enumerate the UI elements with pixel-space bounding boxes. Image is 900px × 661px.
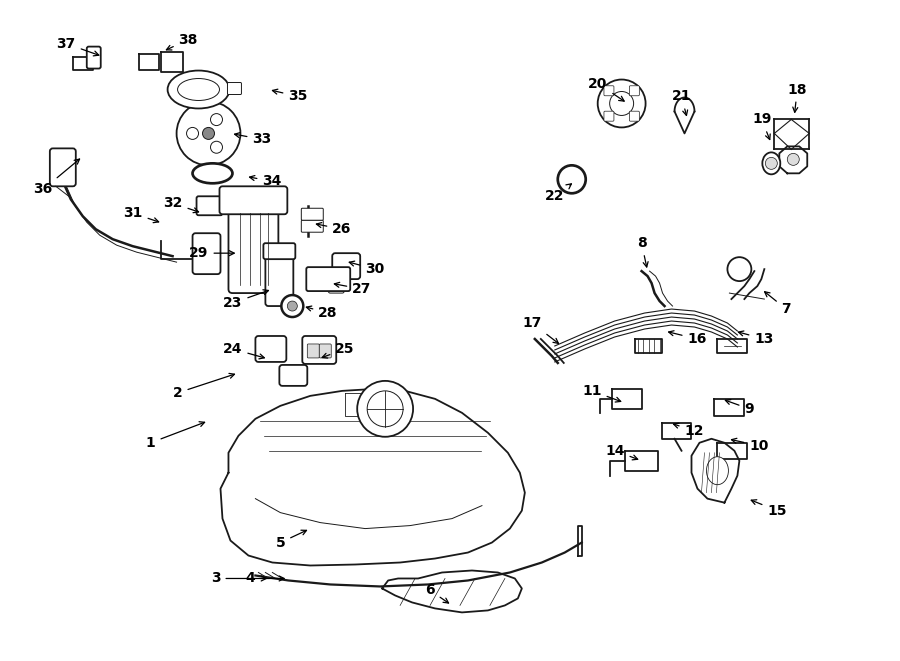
Text: 24: 24 [223,342,265,359]
FancyBboxPatch shape [604,111,614,121]
Text: 28: 28 [306,306,338,320]
FancyBboxPatch shape [307,344,320,358]
Text: 21: 21 [671,89,691,116]
Text: 33: 33 [235,132,272,146]
Text: 19: 19 [752,112,771,139]
Text: 12: 12 [673,423,704,438]
Circle shape [598,79,645,128]
Ellipse shape [706,457,728,485]
Text: 18: 18 [788,83,807,112]
Ellipse shape [193,163,232,183]
Text: 23: 23 [223,290,268,310]
Text: 17: 17 [522,316,559,344]
Text: 29: 29 [189,246,234,260]
Text: 38: 38 [166,32,198,50]
FancyBboxPatch shape [279,365,307,386]
FancyBboxPatch shape [306,267,350,291]
Text: 13: 13 [738,331,774,346]
Text: 26: 26 [317,222,352,236]
FancyBboxPatch shape [228,83,241,95]
FancyBboxPatch shape [264,243,295,259]
Circle shape [176,102,240,165]
Text: 6: 6 [426,584,448,603]
Circle shape [765,157,778,169]
Text: 35: 35 [273,89,308,104]
Ellipse shape [177,79,220,100]
Text: 14: 14 [605,444,638,460]
Text: 31: 31 [123,206,158,223]
Text: 4: 4 [246,572,284,586]
FancyBboxPatch shape [302,336,337,364]
FancyBboxPatch shape [50,148,76,186]
Text: 2: 2 [173,373,235,400]
Text: 37: 37 [57,36,99,56]
Text: 15: 15 [752,500,787,518]
Text: 3: 3 [211,572,266,586]
FancyBboxPatch shape [320,344,331,358]
Circle shape [727,257,752,281]
Circle shape [357,381,413,437]
FancyBboxPatch shape [604,86,614,96]
Text: 20: 20 [589,77,625,101]
Circle shape [609,91,634,116]
FancyBboxPatch shape [302,220,323,232]
FancyBboxPatch shape [266,252,293,306]
Text: 27: 27 [335,282,372,296]
Text: 32: 32 [163,196,199,213]
FancyBboxPatch shape [328,271,344,293]
Circle shape [202,128,214,139]
Text: 1: 1 [146,422,204,449]
FancyBboxPatch shape [196,196,222,215]
FancyBboxPatch shape [332,253,360,279]
Text: 16: 16 [669,330,707,346]
FancyBboxPatch shape [229,206,278,293]
Circle shape [282,295,303,317]
Ellipse shape [167,71,230,108]
FancyBboxPatch shape [629,111,639,121]
Circle shape [788,153,799,165]
Circle shape [367,391,403,427]
Text: 34: 34 [249,175,282,188]
Circle shape [211,114,222,126]
FancyBboxPatch shape [302,208,323,220]
FancyBboxPatch shape [193,233,220,274]
FancyBboxPatch shape [86,46,101,69]
Text: 30: 30 [349,261,384,276]
Circle shape [186,128,199,139]
Text: 7: 7 [765,292,791,316]
Text: 25: 25 [322,342,355,358]
FancyBboxPatch shape [256,336,286,362]
Text: 5: 5 [275,530,307,549]
Text: 9: 9 [725,400,754,416]
Text: 36: 36 [33,159,79,196]
Text: 11: 11 [582,384,621,402]
Circle shape [211,141,222,153]
FancyBboxPatch shape [629,86,639,96]
Text: 10: 10 [732,438,769,453]
Ellipse shape [762,153,780,175]
FancyBboxPatch shape [220,186,287,214]
Circle shape [558,165,586,193]
Circle shape [287,301,297,311]
Text: 22: 22 [545,184,572,204]
Text: 8: 8 [636,236,648,267]
